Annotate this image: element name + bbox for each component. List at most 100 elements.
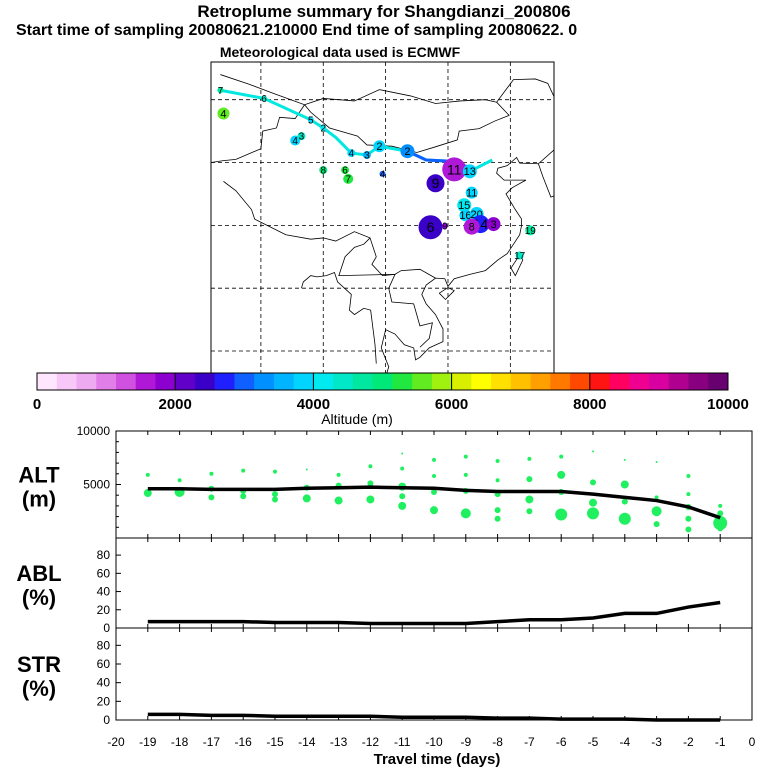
altitude-cloud-point: [208, 494, 215, 501]
altitude-cloud-point: [240, 493, 247, 500]
map-border: [223, 181, 436, 279]
map-coastline: [301, 271, 377, 364]
colorbar-tick-label: 0: [33, 396, 41, 413]
colorbar-swatch: [194, 373, 216, 390]
plume-point: [362, 150, 371, 159]
plume-point-label: 4: [292, 136, 298, 147]
plume-point-label: 16: [459, 210, 471, 222]
x-tick-label: -16: [235, 735, 253, 749]
plume-point-label: 3: [299, 132, 305, 143]
colorbar-swatch: [313, 373, 334, 390]
plume-point-label: 6: [261, 94, 267, 105]
panel-label-str: STR: [17, 652, 61, 677]
plume-point-label: 17: [514, 251, 526, 262]
altitude-cloud-point: [432, 473, 436, 478]
plume-point: [465, 186, 478, 199]
series-line-str: [147, 712, 721, 722]
plume-point: [463, 218, 480, 235]
altitude-cloud-point: [559, 454, 564, 459]
altitude-cloud-point: [145, 472, 150, 477]
plume-point-label: 6: [427, 219, 435, 235]
altitude-cloud-point: [713, 516, 728, 531]
colorbar-swatch: [333, 373, 354, 390]
plume-point-label: 13: [464, 166, 476, 178]
colorbar-swatch: [96, 373, 117, 390]
x-tick-label: -18: [171, 735, 189, 749]
altitude-cloud-point: [399, 493, 406, 500]
plume-point: [320, 124, 327, 131]
altitude-cloud-point: [717, 510, 724, 517]
plume-point: [307, 116, 314, 123]
x-tick-label: -3: [651, 735, 662, 749]
panel-unit-str: (%): [22, 676, 56, 701]
panel-unit-abl: (%): [22, 585, 56, 610]
altitude-cloud-point: [525, 495, 534, 504]
altitude-cloud-point: [590, 479, 596, 486]
colorbar-swatch: [135, 373, 156, 390]
colorbar-swatch: [273, 373, 295, 390]
plume-point-label: 4: [380, 169, 386, 180]
y-tick-label: 40: [97, 676, 111, 690]
plume-point: [515, 251, 524, 260]
altitude-cloud-point: [655, 461, 658, 464]
plume-point-label: 9: [442, 221, 448, 232]
colorbar-swatch: [115, 373, 137, 390]
plume-point-label: 4: [220, 108, 226, 120]
altitude-cloud-point: [495, 458, 500, 463]
colorbar-swatch: [56, 373, 77, 390]
colorbar-title: Altitude (m): [321, 411, 393, 427]
altitude-cloud-point: [494, 507, 501, 514]
colorbar-swatch: [293, 373, 314, 390]
colorbar-swatch: [708, 373, 729, 390]
altitude-cloud-point: [654, 495, 659, 500]
altitude-cloud-point: [302, 494, 311, 503]
altitude-cloud-point: [718, 503, 723, 508]
plume-point-label: 19: [525, 226, 537, 237]
plume-point-label: 8: [469, 221, 475, 233]
colorbar-swatch: [175, 373, 196, 390]
altitude-cloud-point: [717, 525, 724, 532]
plume-point-label: 7: [345, 174, 351, 185]
colorbar-swatch: [668, 373, 690, 390]
colorbar-swatch: [550, 373, 571, 390]
x-tick-label: -9: [460, 735, 471, 749]
colorbar-tick-label: 4000: [297, 396, 330, 413]
y-tick-label: 10000: [77, 424, 111, 438]
panel-label-alt: ALT: [18, 463, 60, 488]
plume-point-label: 2: [320, 123, 326, 134]
plume-point: [373, 140, 386, 153]
x-tick-label: -14: [298, 735, 316, 749]
plume-point: [379, 170, 386, 177]
x-tick-label: -13: [330, 735, 348, 749]
x-tick-label: -20: [107, 735, 125, 749]
sampling-time: Start time of sampling 20080621.210000 E…: [16, 22, 578, 39]
colorbar-frame: [36, 372, 729, 391]
colorbar-swatch: [214, 373, 235, 390]
y-tick-label: 80: [97, 638, 111, 652]
plume-point-label: 4: [349, 149, 355, 160]
altitude-cloud-point: [623, 458, 626, 461]
x-tick-label: -6: [556, 735, 567, 749]
colorbar-swatch: [510, 373, 532, 390]
altitude-cloud-point: [177, 478, 182, 483]
plume-point: [486, 217, 501, 232]
y-tick-label: 60: [97, 566, 111, 580]
altitude-cloud-point: [401, 452, 404, 455]
altitude-cloud-point: [686, 492, 691, 497]
map-border: [304, 101, 510, 153]
plume-point-label: 7: [218, 86, 224, 97]
plume-point-label: 3: [490, 219, 496, 231]
colorbar-tick-label: 8000: [573, 396, 606, 413]
y-tick-label: 80: [97, 548, 111, 562]
series-line-abl: [147, 600, 721, 626]
altitude-cloud-point: [400, 466, 405, 471]
altitude-cloud-point: [651, 506, 662, 517]
x-tick-label: -10: [425, 735, 443, 749]
map-border: [338, 237, 433, 348]
altitude-cloud-point: [685, 515, 692, 522]
colorbar-tick-label: 2000: [159, 396, 192, 413]
x-tick-label: -19: [139, 735, 157, 749]
colorbar-swatch: [491, 373, 512, 390]
